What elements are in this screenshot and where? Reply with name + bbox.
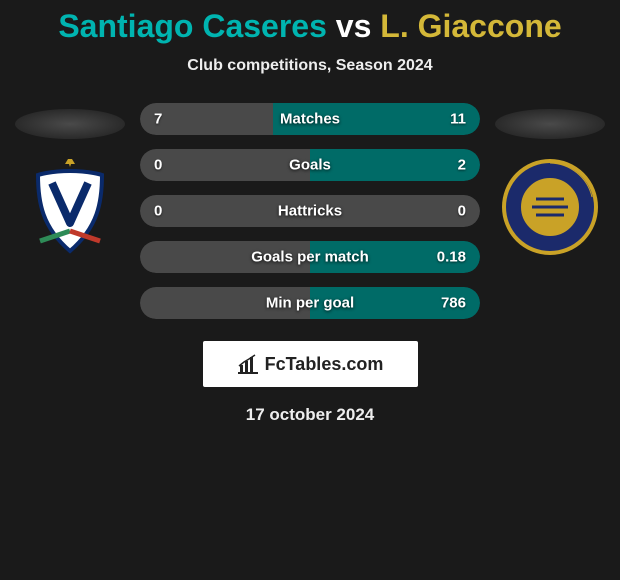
stat-label: Goals	[289, 157, 331, 174]
stat-row-goals: 0 Goals 2	[140, 149, 480, 181]
platform-right	[495, 109, 605, 139]
date: 17 october 2024	[0, 405, 620, 425]
main-row: 7 Matches 11 0 Goals 2 0 Hattricks 0	[0, 103, 620, 319]
crest-icon	[500, 157, 600, 257]
comparison-infographic: Santiago Caseres vs L. Giaccone Club com…	[0, 0, 620, 425]
stat-left-value: 7	[154, 111, 162, 128]
title-player2: L. Giaccone	[380, 8, 561, 44]
club-badge-right	[500, 157, 600, 257]
stat-right-half	[310, 149, 480, 181]
stat-right-value: 0	[458, 203, 466, 220]
stat-label: Goals per match	[251, 249, 369, 266]
club-badge-left	[20, 157, 120, 257]
stat-left-value: 0	[154, 203, 162, 220]
subtitle: Club competitions, Season 2024	[0, 57, 620, 75]
brand-box: FcTables.com	[203, 341, 418, 387]
title-player1: Santiago Caseres	[58, 8, 327, 44]
platform-left	[15, 109, 125, 139]
bar-chart-icon	[237, 354, 259, 374]
stat-row-matches: 7 Matches 11	[140, 103, 480, 135]
stat-right-value: 786	[441, 295, 466, 312]
stat-label: Min per goal	[266, 295, 354, 312]
stat-row-hattricks: 0 Hattricks 0	[140, 195, 480, 227]
stat-row-mpg: Min per goal 786	[140, 287, 480, 319]
stats-column: 7 Matches 11 0 Goals 2 0 Hattricks 0	[140, 103, 480, 319]
star-icon	[65, 159, 75, 167]
stat-right-value: 2	[458, 157, 466, 174]
stat-label: Matches	[280, 111, 340, 128]
title: Santiago Caseres vs L. Giaccone	[0, 8, 620, 45]
brand-text: FcTables.com	[265, 354, 384, 375]
shield-icon	[20, 157, 120, 257]
title-vs: vs	[336, 8, 372, 44]
stat-row-gpm: Goals per match 0.18	[140, 241, 480, 273]
stat-right-value: 11	[450, 111, 466, 128]
left-column	[10, 103, 130, 257]
stat-label: Hattricks	[278, 203, 342, 220]
right-column	[490, 103, 610, 257]
stat-left-value: 0	[154, 157, 162, 174]
stat-right-value: 0.18	[437, 249, 466, 266]
stat-left-half	[140, 149, 310, 181]
